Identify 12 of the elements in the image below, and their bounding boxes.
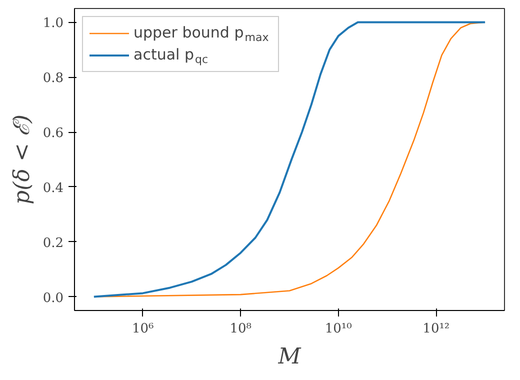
- y-tick-label: 0.0: [42, 290, 64, 306]
- x-tick-label: 10⁶: [132, 322, 154, 336]
- y-tick-label: 0.2: [42, 236, 64, 251]
- x-tick-label: 10¹²: [422, 322, 450, 336]
- x-tick-label: 10¹⁰: [324, 322, 352, 336]
- y-tick-label: 0.4: [42, 180, 64, 196]
- y-axis-title: p(δ < ℰ): [10, 114, 35, 204]
- y-tick-label: 1.0: [42, 16, 64, 32]
- x-tick-label: 10⁸: [230, 322, 252, 336]
- y-tick-label: 0.6: [42, 126, 64, 142]
- x-axis-title: M: [277, 344, 302, 370]
- y-tick-label: 0.8: [42, 71, 64, 86]
